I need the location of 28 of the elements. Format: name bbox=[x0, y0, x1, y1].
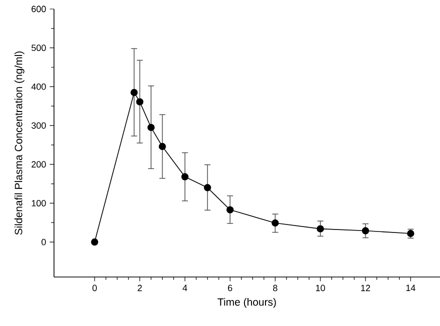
x-tick-label: 0 bbox=[92, 284, 97, 292]
point bbox=[362, 227, 370, 234]
y-tick-label: 200 bbox=[32, 161, 46, 168]
y-tick-label: 500 bbox=[32, 44, 46, 52]
point bbox=[136, 98, 144, 106]
y-tick-label: 300 bbox=[32, 122, 46, 129]
y-tick-label: 100 bbox=[32, 200, 46, 206]
point bbox=[316, 225, 324, 232]
y-tick-label: 0 bbox=[42, 238, 46, 246]
y-axis-title: Sildenafil Plasma Concentration (ng/ml) bbox=[14, 51, 24, 235]
y-tick-label: 400 bbox=[31, 83, 46, 90]
x-tick-label: 4 bbox=[182, 284, 188, 291]
point bbox=[181, 173, 189, 180]
point bbox=[204, 184, 212, 192]
point bbox=[272, 219, 279, 227]
y-tick-label: 600 bbox=[32, 6, 46, 12]
point bbox=[147, 124, 155, 132]
point bbox=[226, 206, 234, 214]
x-tick-label: 10 bbox=[316, 284, 326, 292]
point bbox=[158, 142, 166, 150]
x-axis-title: Time (hours) bbox=[218, 298, 276, 308]
x-tick-label: 2 bbox=[138, 284, 142, 292]
x-tick-label: 8 bbox=[273, 284, 278, 292]
x-tick-label: 6 bbox=[228, 284, 232, 292]
point bbox=[91, 238, 98, 246]
x-tick-label: 14 bbox=[406, 284, 416, 291]
x-tick-label: 12 bbox=[361, 284, 370, 292]
point bbox=[130, 88, 138, 96]
